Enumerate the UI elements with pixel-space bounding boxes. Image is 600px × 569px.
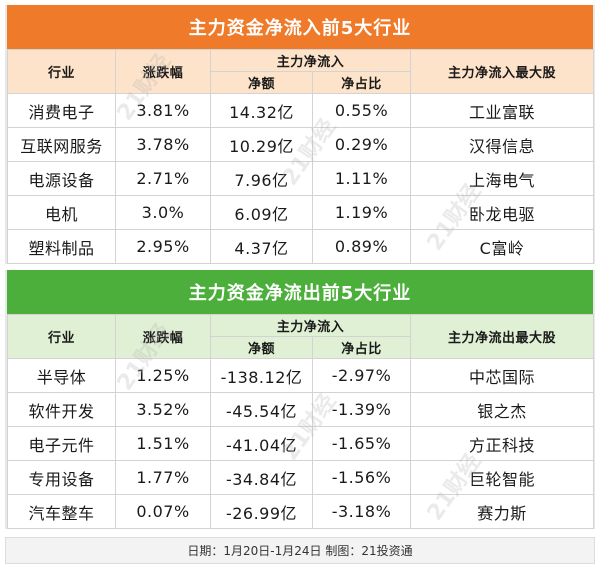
- inflow-section: 主力资金净流入前5大行业 行业 涨跌幅 主力净流入 主力净流入最大股 净额 净占…: [5, 5, 595, 264]
- cell-stock: 赛力斯: [410, 494, 595, 529]
- table-row: 塑料制品 2.95% 4.37亿 0.89% C富岭: [7, 229, 595, 264]
- header-industry: 行业: [7, 314, 116, 359]
- header-top-stock: 主力净流出最大股: [410, 314, 595, 359]
- cell-change: 3.78%: [115, 127, 211, 162]
- table-row: 电源设备 2.71% 7.96亿 1.11% 上海电气: [7, 161, 595, 196]
- table-row: 电机 3.0% 6.09亿 1.19% 卧龙电驱: [7, 195, 595, 230]
- header-industry: 行业: [7, 49, 116, 94]
- cell-ratio: -2.97%: [311, 358, 412, 393]
- cell-change: 1.77%: [115, 460, 211, 495]
- cell-ratio: 1.19%: [311, 195, 412, 230]
- cell-amount: -45.54亿: [210, 392, 313, 427]
- cell-stock: 方正科技: [410, 426, 595, 461]
- table-row: 半导体 1.25% -138.12亿 -2.97% 中芯国际: [7, 358, 595, 393]
- cell-amount: -138.12亿: [210, 358, 313, 393]
- cell-change: 2.71%: [115, 161, 211, 196]
- cell-amount: 10.29亿: [210, 127, 313, 162]
- cell-stock: 巨轮智能: [410, 460, 595, 495]
- cell-change: 3.81%: [115, 93, 211, 128]
- cell-industry: 专用设备: [7, 460, 116, 495]
- cell-amount: 6.09亿: [210, 195, 313, 230]
- cell-industry: 软件开发: [7, 392, 116, 427]
- cell-stock: 中芯国际: [410, 358, 595, 393]
- header-net-group: 主力净流入: [209, 49, 412, 72]
- cell-amount: 4.37亿: [210, 229, 313, 264]
- header-amount: 净额: [210, 71, 313, 94]
- header-change: 涨跌幅: [115, 49, 211, 94]
- header-ratio: 净占比: [311, 336, 412, 359]
- cell-industry: 塑料制品: [7, 229, 116, 264]
- cell-stock: C富岭: [410, 229, 595, 264]
- cell-ratio: -1.56%: [311, 460, 412, 495]
- cell-industry: 互联网服务: [7, 127, 116, 162]
- header-ratio: 净占比: [311, 71, 412, 94]
- cell-change: 3.52%: [115, 392, 211, 427]
- cell-industry: 电机: [7, 195, 116, 230]
- cell-ratio: 1.11%: [311, 161, 412, 196]
- header-amount: 净额: [210, 336, 313, 359]
- cell-amount: -41.04亿: [210, 426, 313, 461]
- cell-ratio: 0.29%: [311, 127, 412, 162]
- inflow-title: 主力资金净流入前5大行业: [7, 5, 593, 49]
- cell-industry: 电子元件: [7, 426, 116, 461]
- footer-credit: 日期：1月20日-1月24日 制图：21投资通: [5, 537, 595, 564]
- cell-industry: 汽车整车: [7, 494, 116, 529]
- header-change: 涨跌幅: [115, 314, 211, 359]
- table-row: 软件开发 3.52% -45.54亿 -1.39% 银之杰: [7, 392, 595, 427]
- header-top-stock: 主力净流入最大股: [410, 49, 595, 94]
- cell-ratio: -1.65%: [311, 426, 412, 461]
- cell-ratio: 0.55%: [311, 93, 412, 128]
- cell-amount: 7.96亿: [210, 161, 313, 196]
- cell-ratio: -1.39%: [311, 392, 412, 427]
- cell-stock: 工业富联: [410, 93, 595, 128]
- cell-change: 1.25%: [115, 358, 211, 393]
- table-row: 电子元件 1.51% -41.04亿 -1.65% 方正科技: [7, 426, 595, 461]
- outflow-table: 行业 涨跌幅 主力净流入 主力净流出最大股 净额 净占比 半导体 1.25% -…: [7, 314, 595, 529]
- cell-ratio: 0.89%: [311, 229, 412, 264]
- cell-industry: 半导体: [7, 358, 116, 393]
- cell-stock: 银之杰: [410, 392, 595, 427]
- cell-industry: 电源设备: [7, 161, 116, 196]
- outflow-title: 主力资金净流出前5大行业: [7, 270, 593, 314]
- cell-stock: 上海电气: [410, 161, 595, 196]
- header-net-group: 主力净流入: [209, 314, 412, 337]
- cell-amount: -26.99亿: [210, 494, 313, 529]
- cell-amount: -34.84亿: [210, 460, 313, 495]
- cell-amount: 14.32亿: [210, 93, 313, 128]
- cell-change: 0.07%: [115, 494, 211, 529]
- table-row: 互联网服务 3.78% 10.29亿 0.29% 汉得信息: [7, 127, 595, 162]
- cell-industry: 消费电子: [7, 93, 116, 128]
- inflow-table: 行业 涨跌幅 主力净流入 主力净流入最大股 净额 净占比 消费电子 3.81% …: [7, 49, 595, 264]
- table-row: 汽车整车 0.07% -26.99亿 -3.18% 赛力斯: [7, 494, 595, 529]
- cell-stock: 汉得信息: [410, 127, 595, 162]
- cell-change: 2.95%: [115, 229, 211, 264]
- cell-stock: 卧龙电驱: [410, 195, 595, 230]
- table-row: 专用设备 1.77% -34.84亿 -1.56% 巨轮智能: [7, 460, 595, 495]
- outflow-section: 主力资金净流出前5大行业 行业 涨跌幅 主力净流入 主力净流出最大股 净额 净占…: [5, 270, 595, 529]
- cell-change: 3.0%: [115, 195, 211, 230]
- cell-change: 1.51%: [115, 426, 211, 461]
- cell-ratio: -3.18%: [311, 494, 412, 529]
- table-row: 消费电子 3.81% 14.32亿 0.55% 工业富联: [7, 93, 595, 128]
